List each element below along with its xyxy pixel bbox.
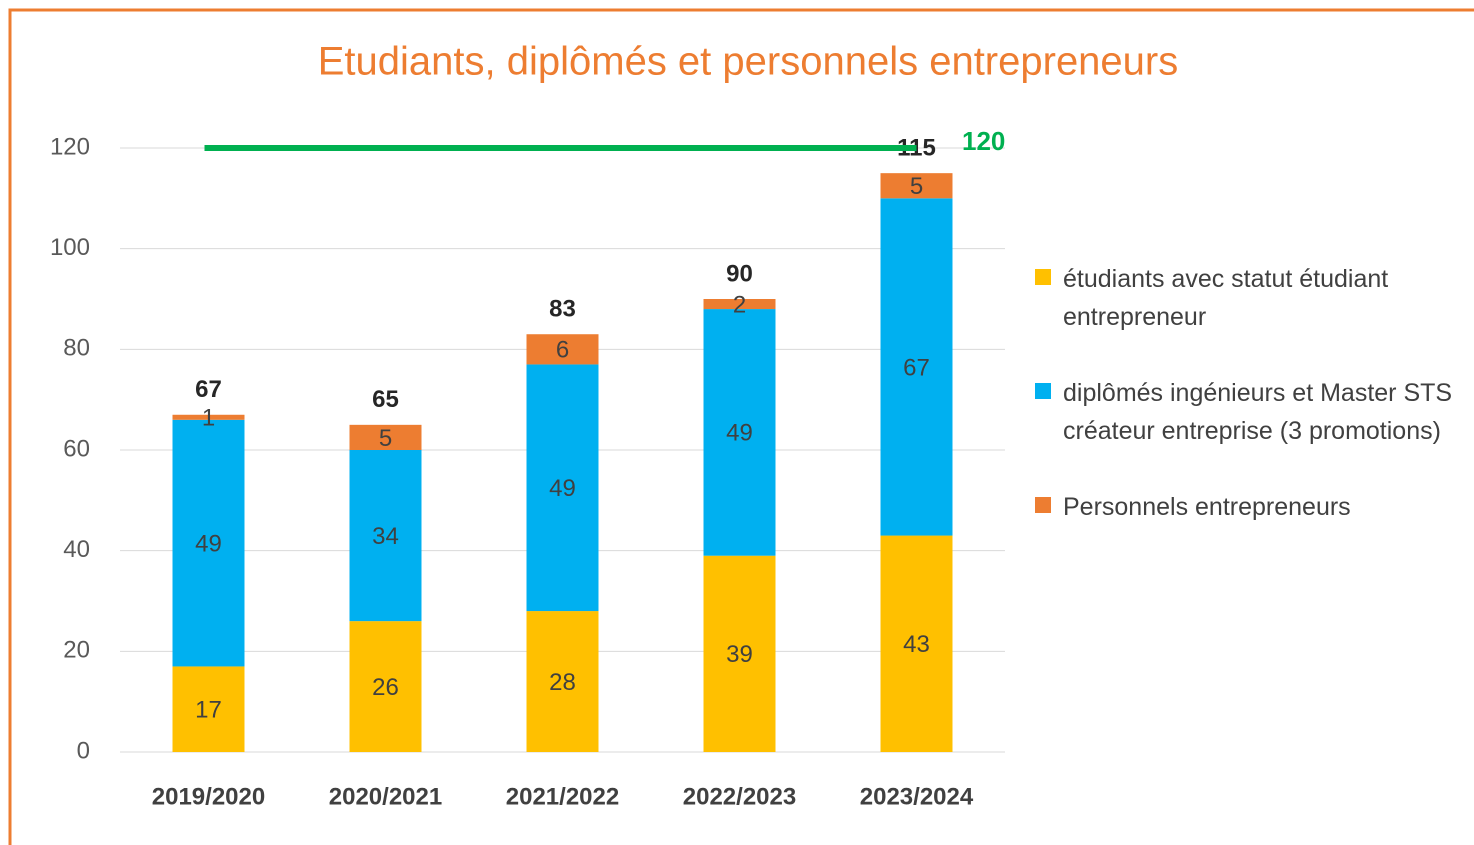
y-tick-label: 100: [50, 234, 90, 261]
x-tick-label: 2019/2020: [152, 783, 265, 810]
x-tick-label: 2022/2023: [683, 783, 796, 810]
bar-segment: [526, 364, 599, 612]
total-label: 67: [195, 376, 222, 403]
bar-segment: [880, 198, 953, 536]
bar-segment: [172, 414, 245, 420]
bar-segment: [880, 535, 953, 752]
data-label: 1: [202, 405, 215, 432]
data-label: 5: [379, 425, 392, 452]
legend-swatch: [1035, 497, 1051, 513]
chart-title: Etudiants, diplômés et personnels entrep…: [318, 40, 1179, 84]
data-label: 5: [910, 173, 923, 200]
data-label: 67: [903, 354, 930, 381]
x-tick-label: 2020/2021: [329, 783, 442, 810]
legend-label: Personnels entrepreneurs: [1063, 493, 1351, 521]
x-tick-label: 2021/2022: [506, 783, 619, 810]
total-label: 83: [549, 296, 576, 323]
bar-segment: [526, 611, 599, 752]
total-label: 65: [372, 386, 399, 413]
bar-segment: [703, 299, 776, 310]
legend-label: diplômés ingénieurs et Master STS créate…: [1063, 379, 1453, 445]
legend-item: Personnels entrepreneurs: [1035, 488, 1453, 526]
bar-segment: [880, 173, 953, 199]
y-tick-label: 120: [50, 133, 90, 160]
y-tick-label: 40: [63, 536, 90, 563]
target-label: 120: [962, 126, 1005, 156]
data-label: 49: [195, 530, 222, 557]
data-label: 49: [726, 420, 753, 447]
data-label: 43: [903, 631, 930, 658]
legend-swatch: [1035, 383, 1051, 399]
bar-segment: [349, 621, 422, 752]
data-label: 39: [726, 641, 753, 668]
data-label: 28: [549, 669, 576, 696]
bar-segment: [526, 334, 599, 365]
frame: [8, 8, 1474, 845]
legend-swatch: [1035, 269, 1051, 285]
y-tick-label: 60: [63, 435, 90, 462]
bar-segment: [349, 424, 422, 450]
bar-segment: [703, 555, 776, 752]
y-tick-label: 20: [63, 637, 90, 664]
data-label: 34: [372, 523, 399, 550]
y-tick-label: 80: [63, 335, 90, 362]
data-label: 26: [372, 674, 399, 701]
data-label: 2: [733, 291, 746, 318]
data-label: 6: [556, 337, 569, 364]
bar-segment: [703, 309, 776, 556]
bar-segment: [349, 450, 422, 622]
bar-segment: [172, 666, 245, 752]
data-label: 49: [549, 475, 576, 502]
bar-segment: [172, 419, 245, 667]
total-label: 90: [726, 260, 753, 287]
data-label: 17: [195, 697, 222, 724]
x-tick-label: 2023/2024: [860, 783, 974, 810]
legend-label: étudiants avec statut étudiant entrepren…: [1063, 265, 1389, 331]
legend-item: étudiants avec statut étudiant entrepren…: [1035, 260, 1453, 336]
legend-item: diplômés ingénieurs et Master STS créate…: [1035, 374, 1453, 450]
y-tick-label: 0: [77, 737, 90, 764]
